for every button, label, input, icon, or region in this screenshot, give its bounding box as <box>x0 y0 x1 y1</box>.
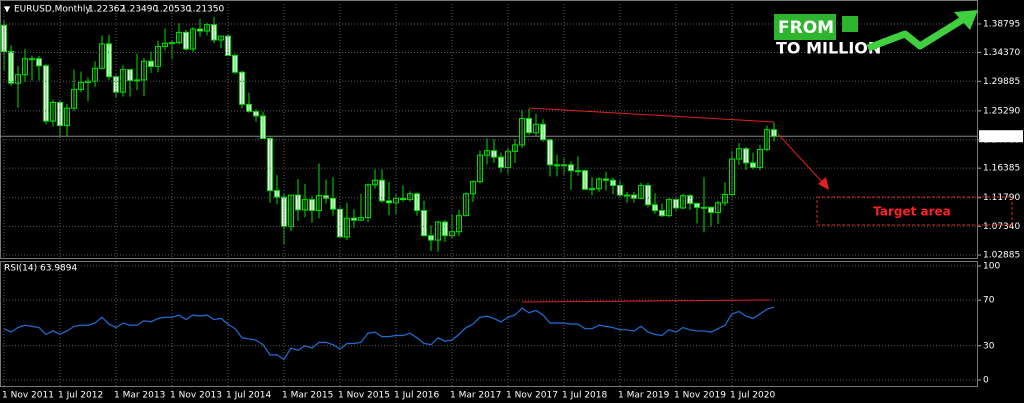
resistance-trendline <box>528 107 775 123</box>
x-tick-label: 1 Jul 2014 <box>226 391 271 401</box>
x-tick-label: 1 Nov 2013 <box>170 391 222 401</box>
rsi-trendline <box>521 299 771 303</box>
ohlc-open: 1.22362 <box>88 5 125 15</box>
y-tick-label: 1.25290 <box>983 106 1020 116</box>
menu-arrow[interactable]: ▼ <box>4 5 11 14</box>
x-tick-label: 1 Mar 2013 <box>114 391 165 401</box>
x-tick-label: 1 Mar 2015 <box>282 391 333 401</box>
x-tick-label: 1 Nov 2019 <box>674 391 726 401</box>
rsi-line <box>3 306 775 361</box>
x-tick-label: 1 Nov 2015 <box>338 391 390 401</box>
y-tick-label: 1.20785 <box>983 135 1020 145</box>
symbol-label: EURUSD,Monthly <box>14 5 91 15</box>
y-tick-label: 1.02885 <box>983 251 1020 261</box>
logo-arrow-head <box>954 10 978 30</box>
y-tick-label: 30 <box>983 341 995 351</box>
target-arrow <box>777 133 825 185</box>
y-tick-label: 1.16385 <box>983 164 1020 174</box>
current-price-box <box>979 130 1023 143</box>
rsi-panel <box>0 261 978 387</box>
x-tick-label: 1 Mar 2017 <box>450 391 501 401</box>
x-tick-label: 1 Nov 2011 <box>2 391 54 401</box>
y-tick-label: 0 <box>983 375 989 385</box>
logo: FROM TO MILLION <box>774 10 978 58</box>
rsi-title: RSI(14) <box>4 264 37 274</box>
y-tick-label: 100 <box>983 261 1000 271</box>
logo-arrow <box>866 17 964 52</box>
x-tick-label: 1 Nov 2017 <box>506 391 558 401</box>
logo-icon <box>842 16 858 32</box>
x-tick-label: 1 Jul 2016 <box>394 391 439 401</box>
price-panel <box>0 0 978 259</box>
y-tick-label: 1.11790 <box>983 193 1020 203</box>
logo-box <box>774 14 836 40</box>
rsi-value: 63.9894 <box>40 264 77 274</box>
y-tick-label: 1.29885 <box>983 77 1020 87</box>
arrow-head <box>818 177 829 190</box>
logo-line2: TO MILLION <box>776 39 881 58</box>
y-tick-label: 1.07340 <box>983 222 1020 232</box>
x-tick-label: 1 Jul 2012 <box>58 391 103 401</box>
y-tick-label: 1.38795 <box>983 19 1020 29</box>
x-tick-label: 1 Jul 2018 <box>562 391 607 401</box>
logo-line1: FROM <box>778 18 834 38</box>
y-tick-label: 1.34370 <box>983 48 1020 58</box>
x-tick-label: 1 Mar 2019 <box>618 391 670 401</box>
y-tick-label: 70 <box>983 296 995 306</box>
target-area-box <box>816 196 1013 226</box>
ohlc-low: 1.20530 <box>154 5 191 15</box>
ohlc-high: 1.23490 <box>121 5 158 15</box>
ohlc-close: 1.21350 <box>187 5 224 15</box>
target-area-label: Target area <box>873 205 951 219</box>
x-tick-label: 1 Jul 2020 <box>730 391 775 401</box>
